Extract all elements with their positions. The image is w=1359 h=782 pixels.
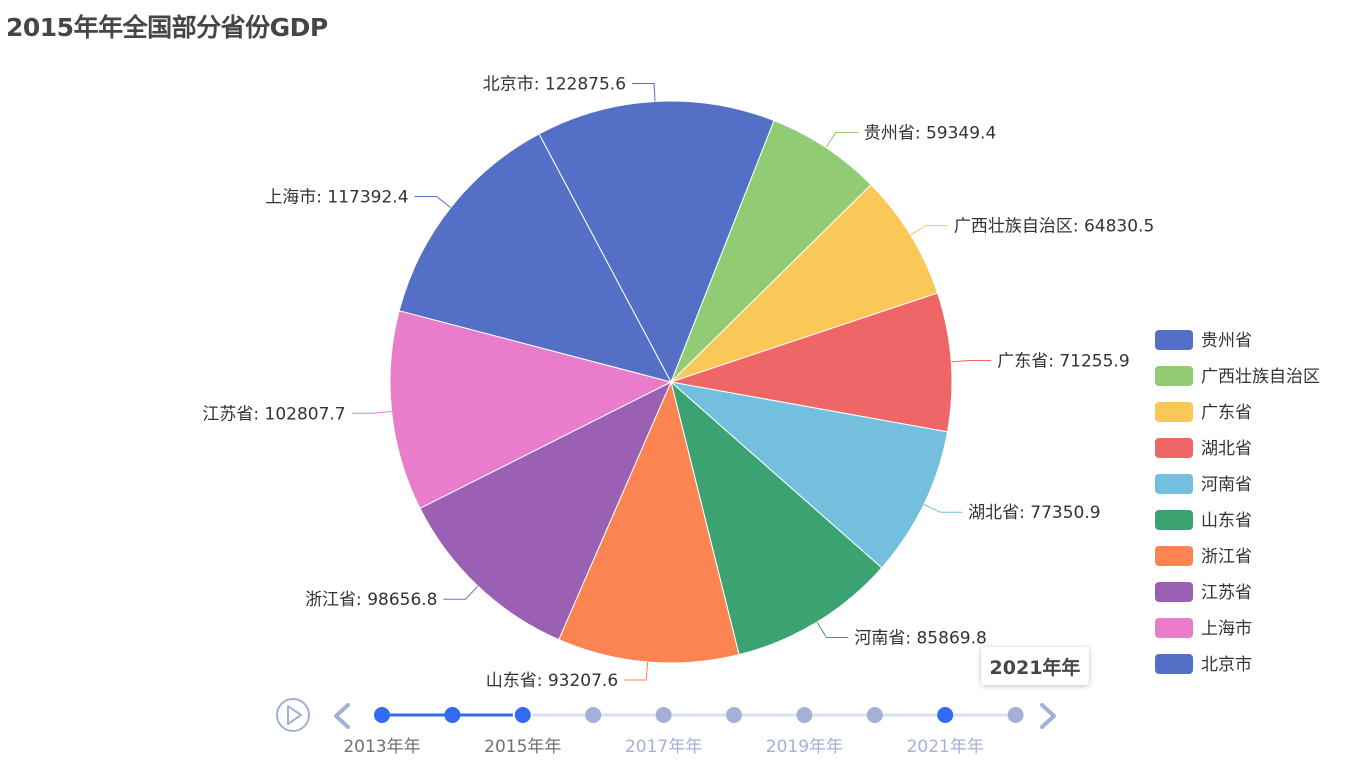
timeline-dot[interactable]: [655, 707, 672, 723]
slice-label: 河南省: 85869.8: [854, 628, 986, 648]
slice-label: 湖北省: 77350.9: [968, 503, 1100, 523]
timeline-label[interactable]: 2015年年: [484, 737, 561, 757]
timeline-dot[interactable]: [726, 707, 742, 723]
legend-label: 浙江省: [1201, 547, 1252, 567]
slice-2[interactable]: [670, 292, 953, 433]
leader-line: [414, 195, 451, 209]
legend-item[interactable]: 河南省: [1155, 474, 1252, 495]
timeline-dot[interactable]: [937, 707, 954, 723]
slice-label: 广东省: 71255.9: [997, 352, 1129, 372]
leader-line: [351, 410, 392, 414]
slice-1[interactable]: [670, 184, 939, 383]
legend-item[interactable]: 浙江省: [1155, 546, 1252, 567]
slice-8[interactable]: [398, 133, 672, 383]
legend-label: 北京市: [1201, 655, 1252, 675]
legend-label: 湖北省: [1201, 439, 1252, 459]
legend-swatch: [1155, 330, 1193, 350]
leader-line: [624, 661, 649, 681]
timeline-label[interactable]: 2017年年: [625, 737, 702, 757]
chart-title: 2015年年全国部分省份GDP: [6, 13, 328, 42]
leader-line: [825, 132, 858, 148]
legend-item[interactable]: 广东省: [1155, 402, 1252, 423]
legend-label: 河南省: [1201, 475, 1252, 495]
legend-label: 贵州省: [1201, 331, 1252, 351]
legend-label: 江苏省: [1201, 583, 1252, 603]
timeline-dot[interactable]: [1007, 707, 1024, 723]
legend-item[interactable]: 贵州省: [1155, 330, 1252, 351]
legend-label: 山东省: [1201, 511, 1252, 531]
timeline-label[interactable]: 2021年年: [907, 737, 984, 757]
slice-label: 山东省: 93207.6: [486, 671, 618, 691]
leader-line: [951, 360, 992, 363]
pie-labels: 贵州省: 59349.4 广西壮族自治区: 64830.5 广东省: 71255.9…: [202, 74, 1154, 690]
pie-chart: [389, 100, 953, 664]
legend-swatch: [1155, 474, 1193, 494]
leader-line: [910, 225, 948, 236]
leader-line: [816, 621, 849, 638]
next-icon[interactable]: [1040, 703, 1056, 729]
slice-6[interactable]: [419, 380, 673, 641]
timeline-dot[interactable]: [512, 705, 533, 725]
legend-swatch: [1155, 510, 1193, 530]
leader-line: [923, 503, 963, 513]
legend-swatch: [1155, 438, 1193, 458]
legend-item[interactable]: 上海市: [1155, 618, 1252, 639]
legend-swatch: [1155, 582, 1193, 602]
legend-swatch: [1155, 618, 1193, 638]
legend-swatch: [1155, 366, 1193, 386]
legend-item[interactable]: 山东省: [1155, 510, 1252, 531]
play-icon: [287, 705, 302, 725]
leader-line: [632, 82, 656, 102]
legend-item[interactable]: 广西壮族自治区: [1155, 366, 1320, 387]
slice-label: 上海市: 117392.4: [265, 187, 408, 207]
timeline-dot[interactable]: [444, 707, 461, 723]
timeline-tooltip: 2021年年: [981, 647, 1089, 685]
slice-0[interactable]: [670, 119, 872, 383]
slice-3[interactable]: [669, 381, 949, 569]
slice-label: 北京市: 122875.6: [483, 74, 626, 94]
legend-label: 广东省: [1201, 403, 1252, 423]
slice-4[interactable]: [670, 380, 883, 656]
slice-label: 江苏省: 102807.7: [202, 404, 345, 424]
legend-swatch: [1155, 402, 1193, 422]
legend-item[interactable]: 湖北省: [1155, 438, 1252, 459]
legend-item[interactable]: 江苏省: [1155, 582, 1252, 603]
legend-label: 广西壮族自治区: [1201, 367, 1320, 387]
legend-swatch: [1155, 546, 1193, 566]
legend-item[interactable]: 北京市: [1155, 654, 1252, 675]
timeline-dot[interactable]: [374, 707, 390, 723]
leader-line: [443, 585, 479, 600]
legend-label: 上海市: [1201, 619, 1252, 639]
timeline-dot[interactable]: [796, 707, 813, 723]
prev-icon[interactable]: [334, 703, 350, 729]
timeline-label[interactable]: 2019年年: [766, 737, 843, 757]
slice-label: 广西壮族自治区: 64830.5: [954, 217, 1154, 237]
legend-swatch: [1155, 654, 1193, 674]
play-button[interactable]: [276, 698, 310, 732]
timeline: 2013年年 2015年年 2017年年 2019年年 2021年年: [276, 698, 1056, 757]
timeline-dot[interactable]: [585, 707, 602, 723]
slice-label: 浙江省: 98656.8: [305, 590, 437, 610]
timeline-dot[interactable]: [866, 707, 883, 723]
slice-7[interactable]: [389, 310, 673, 509]
slice-label: 贵州省: 59349.4: [864, 124, 996, 144]
timeline-label[interactable]: 2013年年: [343, 737, 420, 757]
